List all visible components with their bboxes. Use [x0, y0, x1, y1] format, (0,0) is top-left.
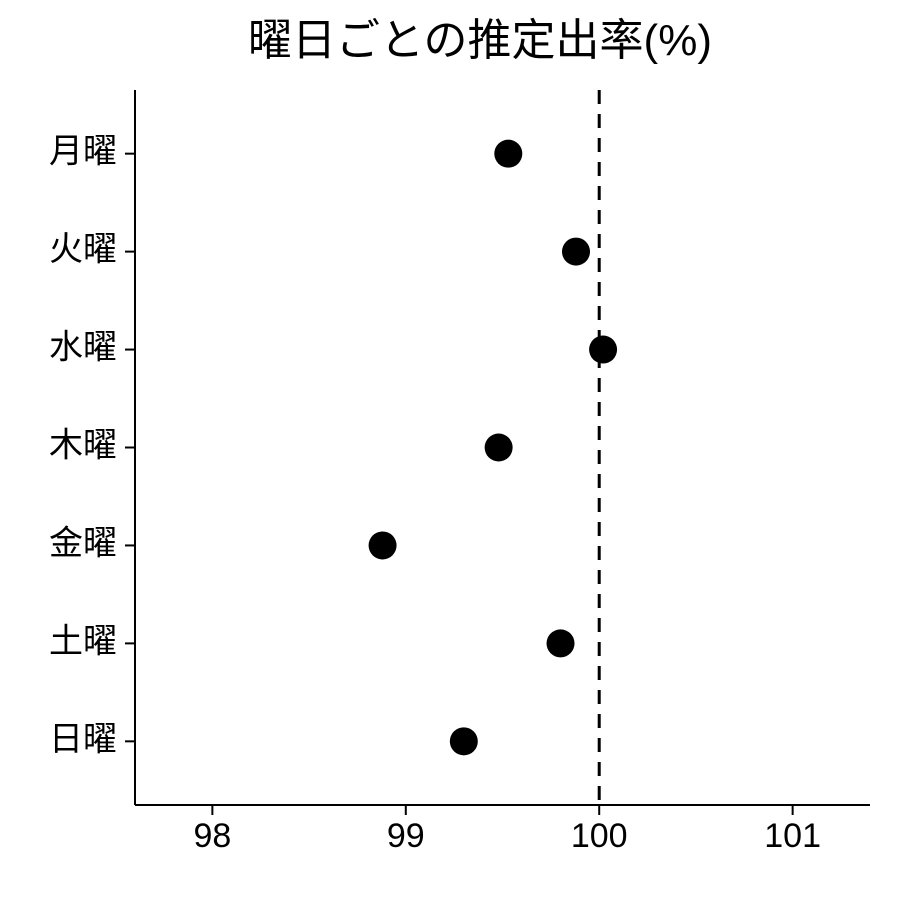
data-point: [485, 434, 513, 462]
x-tick-label: 101: [764, 817, 821, 855]
x-tick-label: 99: [387, 817, 425, 855]
y-tick-label: 火曜: [49, 231, 117, 269]
y-tick-label: 金曜: [49, 524, 117, 562]
x-tick-label: 98: [193, 817, 231, 855]
chart-title: 曜日ごとの推定出率(%): [248, 16, 712, 65]
data-point: [562, 238, 590, 266]
y-tick-label: 土曜: [49, 622, 117, 660]
data-point: [369, 531, 397, 559]
y-tick-label: 月曜: [49, 133, 117, 171]
dot-chart: 曜日ごとの推定出率(%) 月曜火曜水曜木曜金曜土曜日曜 98 99 100 101: [0, 0, 900, 900]
points-group: [369, 140, 617, 756]
data-point: [494, 140, 522, 168]
data-point: [450, 727, 478, 755]
y-tick-label: 水曜: [49, 329, 117, 367]
data-point: [589, 336, 617, 364]
x-tick-label: 100: [571, 817, 628, 855]
y-tick-label: 木曜: [49, 426, 117, 464]
y-tick-label: 日曜: [49, 720, 117, 758]
chart-container: 曜日ごとの推定出率(%) 月曜火曜水曜木曜金曜土曜日曜 98 99 100 101: [0, 0, 900, 900]
data-point: [547, 629, 575, 657]
